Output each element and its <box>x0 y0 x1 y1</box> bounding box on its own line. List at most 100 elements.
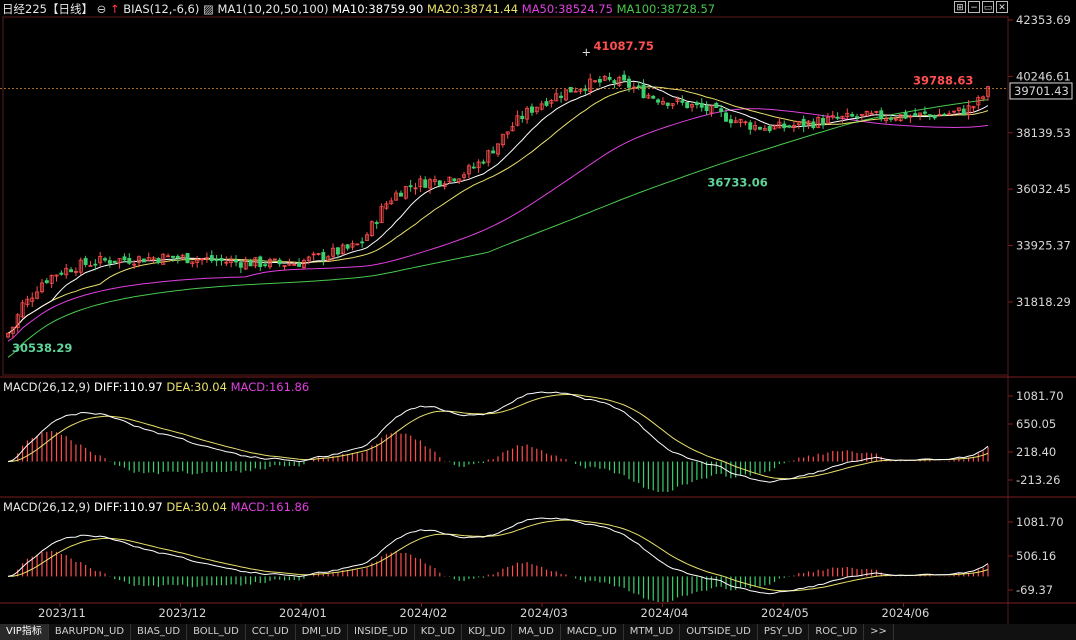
candle-body <box>200 258 205 261</box>
candle-body <box>539 103 544 110</box>
tab-kd-ud[interactable]: KD_UD <box>415 624 463 640</box>
current-price-box <box>1009 82 1073 100</box>
candle <box>471 162 476 169</box>
candle <box>272 258 277 261</box>
main-panel-frame <box>2 16 1009 376</box>
settings-icon[interactable]: ⊖ <box>96 2 107 16</box>
candle <box>500 133 505 148</box>
candle <box>971 105 976 114</box>
tab-bias-ud[interactable]: BIAS_UD <box>131 624 188 640</box>
candle-body <box>617 76 622 86</box>
candle-body <box>481 161 486 164</box>
dea-line <box>7 394 989 480</box>
candle-body <box>137 256 141 263</box>
candle-body <box>908 115 913 118</box>
candle-body <box>942 113 947 116</box>
candle <box>486 149 491 167</box>
candle-body <box>452 178 457 182</box>
candle-body <box>350 243 355 248</box>
bias-label[interactable]: BIAS(12,-6,6) <box>123 2 200 16</box>
candle-body <box>166 255 171 258</box>
minus-icon[interactable]: − <box>968 1 980 13</box>
candle <box>791 120 796 133</box>
candle-body <box>403 186 408 199</box>
tab-roc-ud[interactable]: ROC_UD <box>809 624 865 640</box>
candle <box>44 278 49 284</box>
candle-body <box>335 247 340 255</box>
candle <box>719 104 724 118</box>
window-icon[interactable]: ▭ <box>982 1 994 13</box>
tab-macd-ud[interactable]: MACD_UD <box>561 624 624 640</box>
tab-inside-ud[interactable]: INSIDE_UD <box>348 624 415 640</box>
candle-body <box>389 200 394 205</box>
tab-dmi-ud[interactable]: DMI_UD <box>296 624 349 640</box>
candle-body <box>476 161 481 169</box>
grid-icon[interactable]: ⊞ <box>954 1 966 13</box>
candle-body <box>496 143 500 155</box>
tab-boll-ud[interactable]: BOLL_UD <box>187 624 246 640</box>
candle <box>830 110 835 120</box>
y-tick-label: 42353.69 <box>1016 13 1071 27</box>
tab-ma-ud[interactable]: MA_UD <box>512 624 561 640</box>
candle-body <box>845 112 850 118</box>
candle-body <box>428 179 433 189</box>
candle <box>893 116 898 122</box>
candle <box>593 79 598 84</box>
period-label[interactable]: 【日线】 <box>46 2 93 16</box>
candle <box>180 253 185 260</box>
candle-body <box>258 256 263 268</box>
candle-body <box>311 253 316 256</box>
tab-more[interactable]: >> <box>864 624 894 640</box>
candle-body <box>952 110 957 113</box>
candle-body <box>83 258 88 265</box>
candle-body <box>879 110 884 119</box>
candle-body <box>874 110 879 113</box>
candle <box>597 76 602 87</box>
candle-body <box>568 87 573 93</box>
ma-set-label[interactable]: MA1(10,20,50,100) <box>217 2 329 16</box>
candle <box>578 88 583 95</box>
candle-body <box>544 101 549 106</box>
candle <box>874 110 879 114</box>
candle <box>476 159 481 173</box>
candle <box>738 118 743 128</box>
close-icon[interactable]: ✕ <box>996 1 1008 13</box>
candle-body <box>277 259 282 265</box>
candle <box>185 252 190 264</box>
candle-body <box>753 125 758 130</box>
candle-body <box>253 257 258 267</box>
candle-body <box>263 264 268 267</box>
candle <box>398 190 403 197</box>
tab-outside-ud[interactable]: OUTSIDE_UD <box>680 624 758 640</box>
tab-psy-ud[interactable]: PSY_UD <box>758 624 810 640</box>
candle-body <box>54 274 59 277</box>
chart-canvas[interactable]: 41087.75+39788.63 36733.06 30538.29 1081.7… <box>0 0 1076 624</box>
tab-mtm-ud[interactable]: MTM_UD <box>624 624 681 640</box>
macd-y-tick-label: 506.16 <box>1016 549 1056 563</box>
candle <box>88 261 93 267</box>
candle-body <box>884 118 889 122</box>
candle-body <box>758 126 762 130</box>
candle-body <box>44 280 49 283</box>
candle-body <box>214 259 219 262</box>
tab-kdj-ud[interactable]: KDJ_UD <box>462 624 513 640</box>
candle <box>568 87 573 93</box>
candle <box>413 182 418 195</box>
x-tick-label: 2024/05 <box>761 606 809 620</box>
candle <box>743 120 748 126</box>
candle <box>151 256 156 263</box>
tab-vip-[interactable]: VIP指标 <box>0 624 49 640</box>
candle-body <box>563 89 568 101</box>
candle <box>952 110 957 116</box>
candle-body <box>35 291 40 299</box>
candle <box>762 125 767 131</box>
candle-body <box>529 106 534 113</box>
y-tick-label: 40246.61 <box>1016 69 1071 83</box>
macd2-dif: DIFF:110.97 <box>94 500 163 514</box>
tab-barupdn-ud[interactable]: BARUPDN_UD <box>49 624 132 640</box>
candle-body <box>675 98 680 102</box>
candle <box>554 88 559 102</box>
candle <box>340 243 345 256</box>
candle <box>335 247 340 259</box>
tab-cci-ud[interactable]: CCI_UD <box>246 624 296 640</box>
